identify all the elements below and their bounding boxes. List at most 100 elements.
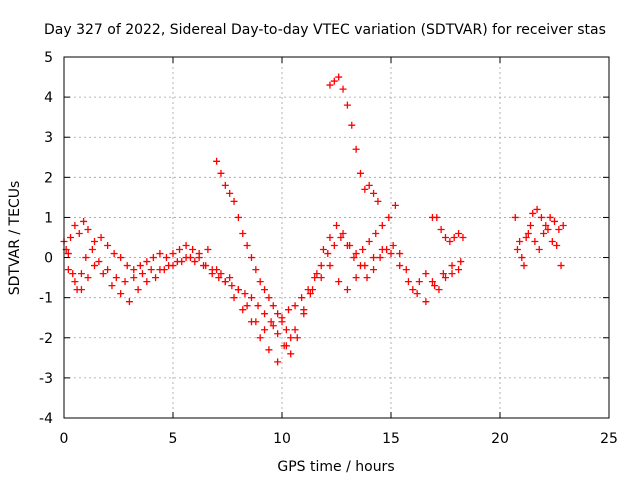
data-point bbox=[516, 238, 524, 246]
data-point bbox=[435, 286, 443, 294]
x-tick-label: 20 bbox=[491, 431, 509, 447]
data-point bbox=[213, 157, 221, 165]
data-point bbox=[228, 282, 236, 290]
data-point bbox=[176, 246, 184, 254]
data-point bbox=[391, 201, 399, 209]
data-point bbox=[169, 262, 177, 270]
data-point bbox=[317, 262, 325, 270]
data-point bbox=[152, 274, 160, 282]
data-point bbox=[234, 286, 242, 294]
data-point bbox=[324, 250, 332, 258]
data-point bbox=[413, 290, 421, 298]
data-point bbox=[422, 270, 430, 278]
data-point bbox=[112, 274, 120, 282]
data-point bbox=[446, 238, 454, 246]
data-point bbox=[520, 262, 528, 270]
data-point bbox=[448, 262, 456, 270]
data-point bbox=[298, 294, 306, 302]
data-point bbox=[291, 302, 299, 310]
y-tick-label: 0 bbox=[44, 251, 53, 267]
x-axis-label: GPS time / hours bbox=[277, 459, 394, 475]
data-point bbox=[365, 238, 373, 246]
data-point bbox=[363, 274, 371, 282]
y-tick-label: 1 bbox=[44, 210, 53, 226]
data-point bbox=[226, 274, 234, 282]
data-point bbox=[241, 290, 249, 298]
data-point bbox=[134, 286, 142, 294]
data-point bbox=[311, 274, 319, 282]
data-point bbox=[557, 262, 565, 270]
data-point bbox=[326, 234, 334, 241]
data-point bbox=[123, 262, 131, 270]
data-points bbox=[60, 73, 567, 366]
data-point bbox=[282, 326, 290, 334]
data-point bbox=[518, 254, 526, 262]
data-point bbox=[339, 85, 347, 93]
data-point bbox=[234, 213, 242, 221]
data-point bbox=[239, 306, 247, 314]
data-point bbox=[189, 246, 197, 254]
data-point bbox=[376, 254, 384, 262]
data-point bbox=[217, 169, 225, 177]
data-point bbox=[256, 278, 264, 286]
data-point bbox=[511, 213, 519, 221]
series-track-8 bbox=[513, 221, 565, 270]
data-point bbox=[88, 246, 96, 254]
data-point bbox=[215, 274, 223, 282]
series-track-5 bbox=[326, 73, 382, 205]
data-point bbox=[221, 278, 229, 286]
data-point bbox=[370, 254, 378, 262]
data-point bbox=[313, 270, 321, 278]
data-point bbox=[428, 278, 436, 286]
plot-frame bbox=[63, 56, 610, 419]
data-point bbox=[333, 221, 340, 229]
data-point bbox=[143, 258, 151, 266]
series-track-4 bbox=[213, 157, 295, 342]
data-point bbox=[450, 234, 458, 241]
data-point bbox=[178, 258, 186, 266]
data-point bbox=[261, 310, 269, 318]
data-point bbox=[343, 286, 351, 294]
data-point bbox=[548, 238, 556, 246]
data-point bbox=[269, 302, 277, 310]
data-point bbox=[378, 246, 386, 254]
data-point bbox=[282, 342, 290, 350]
y-tick-label: -2 bbox=[39, 331, 53, 347]
y-tick-label: -3 bbox=[39, 371, 53, 387]
data-point bbox=[448, 270, 456, 278]
data-point bbox=[208, 270, 216, 278]
x-tick-label: 10 bbox=[273, 431, 291, 447]
data-point bbox=[64, 250, 72, 258]
data-point bbox=[415, 278, 423, 286]
data-point bbox=[182, 242, 190, 250]
data-point bbox=[75, 229, 83, 237]
data-point bbox=[243, 242, 251, 250]
data-point bbox=[247, 318, 255, 326]
data-point bbox=[252, 266, 260, 274]
data-point bbox=[80, 217, 88, 225]
data-point bbox=[348, 121, 356, 129]
data-point bbox=[226, 189, 234, 197]
data-point bbox=[522, 234, 530, 241]
data-point bbox=[335, 73, 343, 81]
data-point bbox=[162, 254, 170, 262]
data-point bbox=[437, 225, 445, 233]
data-point bbox=[533, 205, 541, 213]
data-point bbox=[537, 213, 545, 221]
x-tick-label: 25 bbox=[600, 431, 618, 447]
data-point bbox=[191, 258, 199, 266]
y-tick-label: 2 bbox=[44, 170, 53, 186]
data-point bbox=[274, 358, 282, 366]
data-point bbox=[352, 250, 360, 258]
data-point bbox=[149, 254, 157, 262]
data-point bbox=[531, 238, 539, 246]
data-point bbox=[125, 298, 133, 306]
data-point bbox=[243, 302, 251, 310]
data-point bbox=[513, 246, 521, 254]
data-point bbox=[455, 266, 463, 274]
data-point bbox=[156, 250, 164, 258]
data-point bbox=[239, 229, 247, 237]
data-point bbox=[293, 334, 301, 342]
